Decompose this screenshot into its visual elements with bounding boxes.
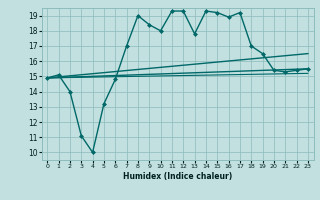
X-axis label: Humidex (Indice chaleur): Humidex (Indice chaleur) xyxy=(123,172,232,181)
